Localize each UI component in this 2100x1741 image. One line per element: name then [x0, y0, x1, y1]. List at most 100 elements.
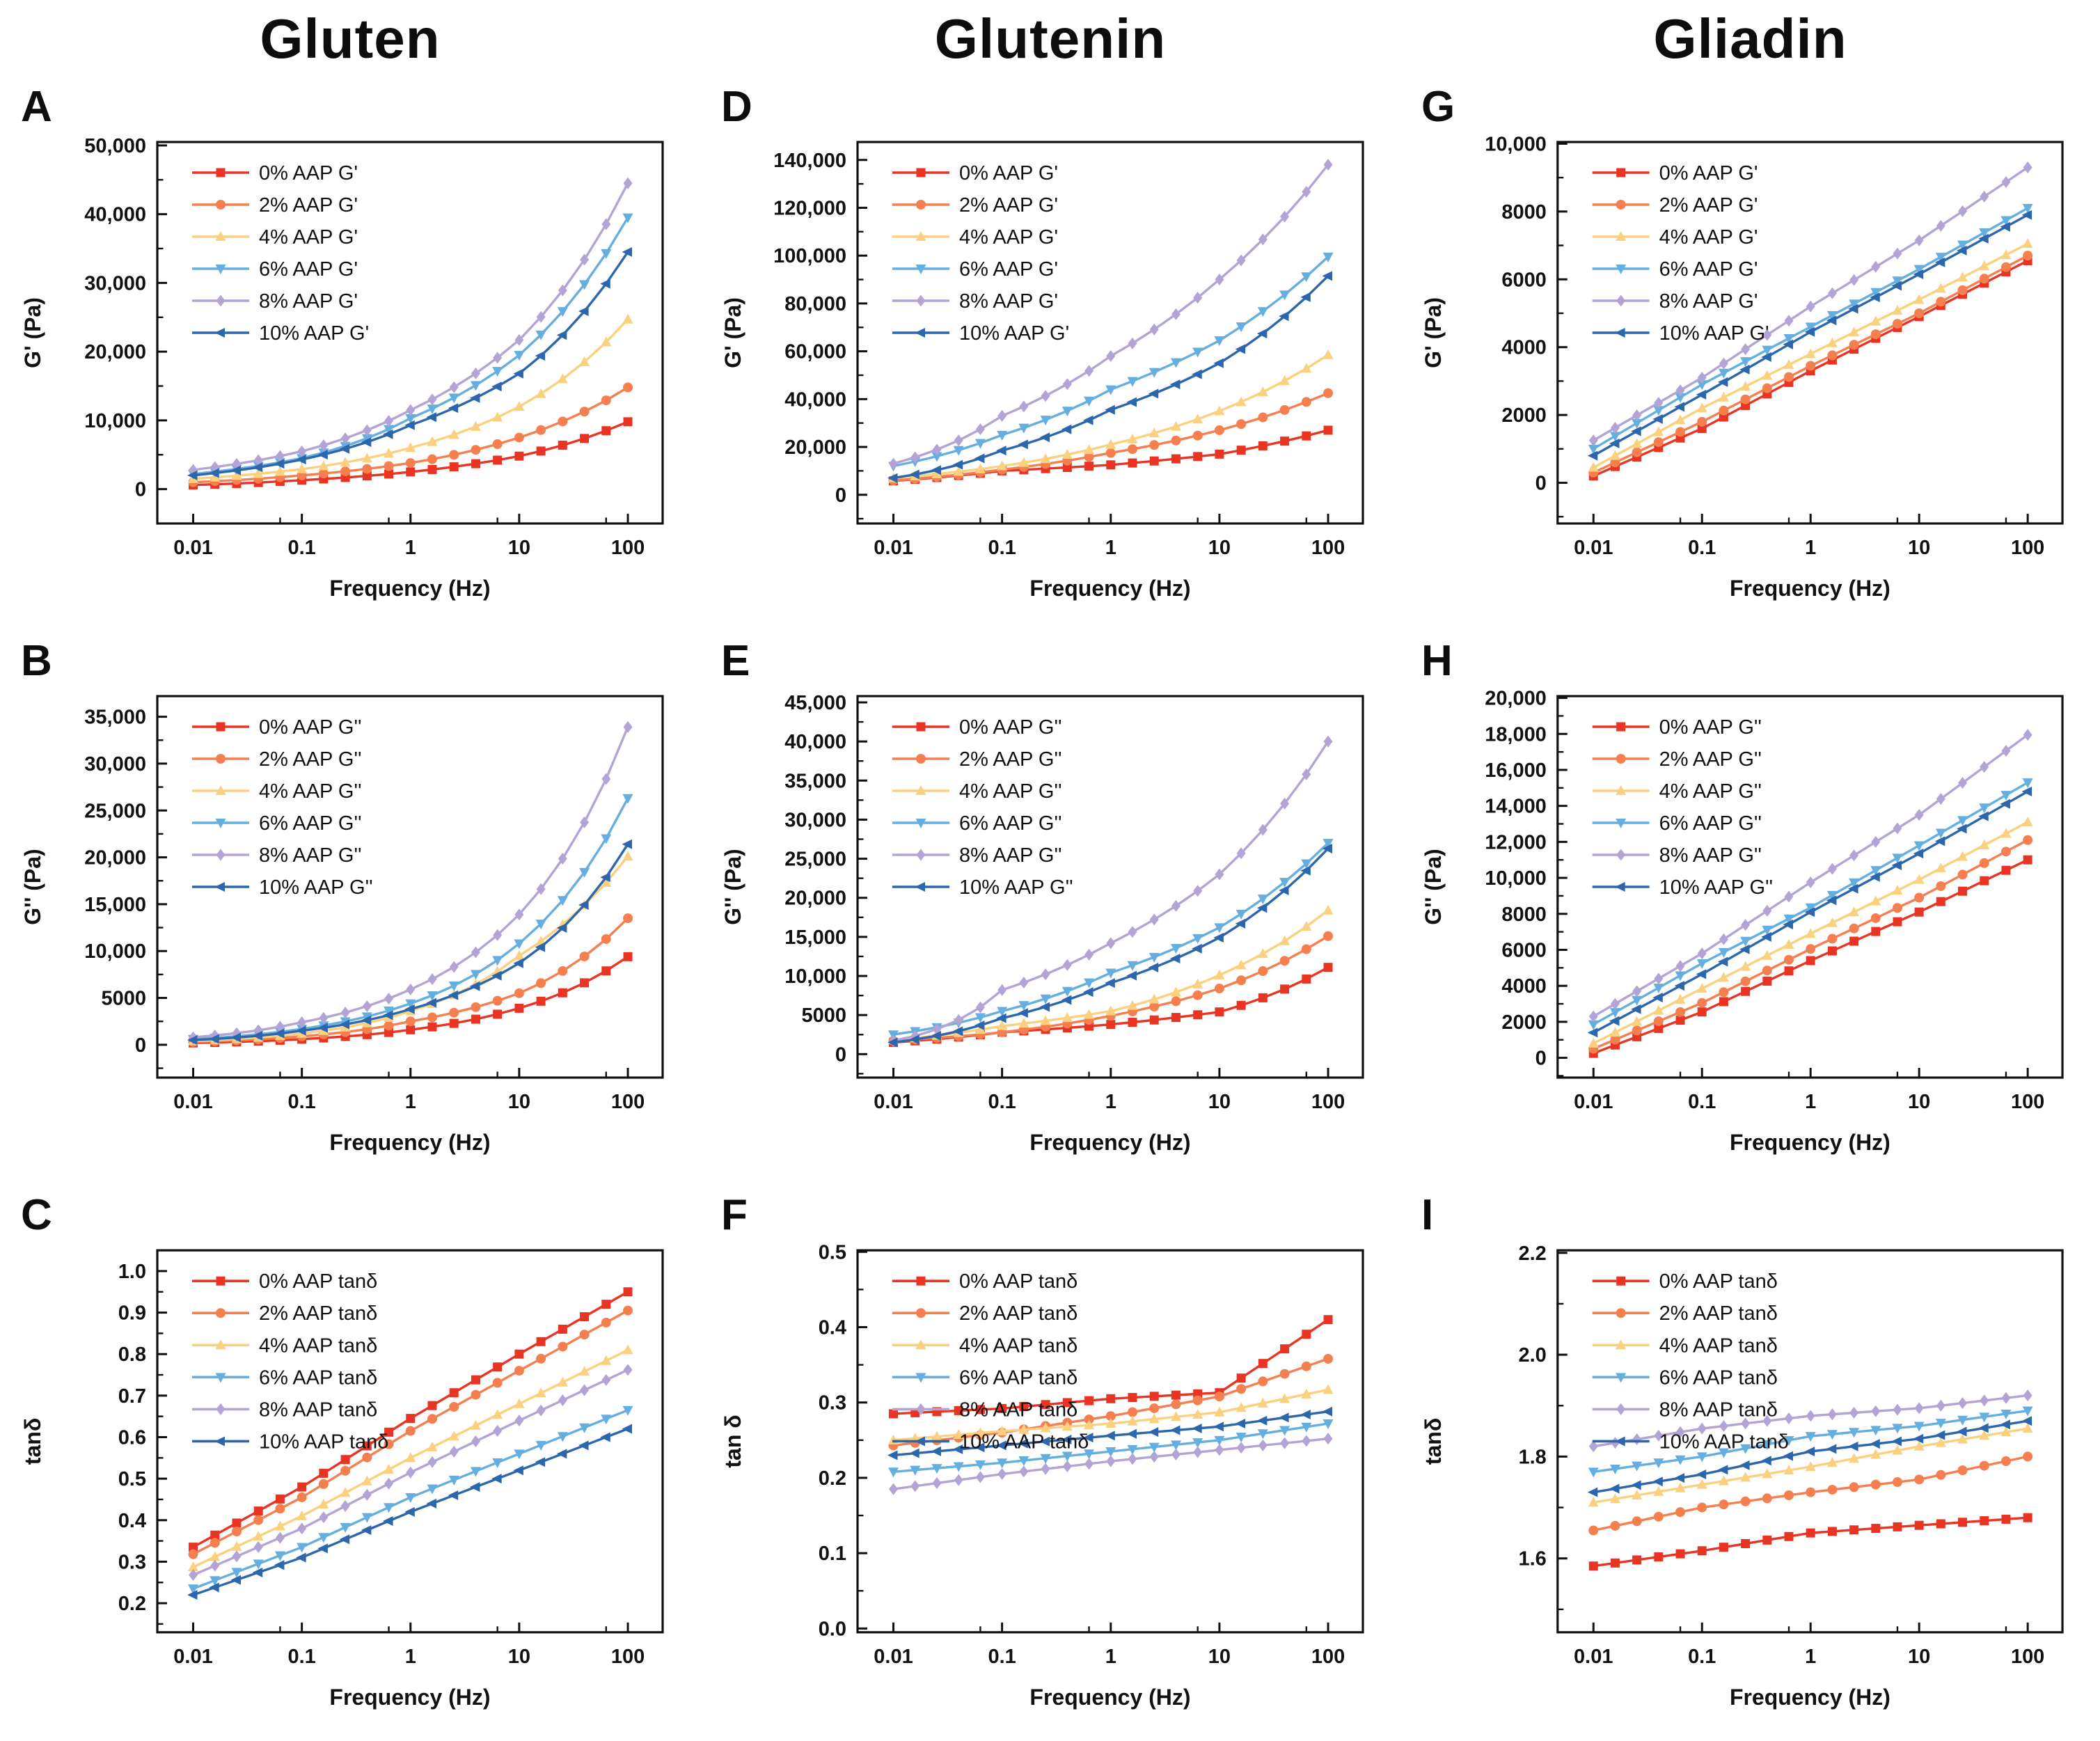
marker-circle	[536, 1353, 546, 1364]
marker-triangle-left	[535, 1457, 546, 1467]
marker-triangle-left	[1192, 369, 1202, 379]
marker-triangle-up	[514, 950, 525, 960]
marker-triangle-up	[1214, 969, 1225, 979]
marker-diamond	[997, 984, 1007, 996]
marker-triangle-left	[1717, 956, 1728, 967]
series-group	[887, 1315, 1334, 1495]
marker-triangle-up	[601, 876, 612, 887]
marker-triangle-left	[1279, 311, 1289, 322]
marker-triangle-up	[231, 470, 242, 480]
marker-diamond	[536, 883, 546, 895]
marker-triangle-left	[1913, 849, 1924, 859]
svg-text:1: 1	[405, 1646, 416, 1668]
series-6-aap-g-	[888, 252, 1334, 472]
marker-diamond	[275, 450, 285, 462]
marker-diamond	[1323, 1433, 1333, 1445]
y-axis-label: G' (Pa)	[1421, 297, 1446, 368]
marker-triangle-up	[1783, 359, 1794, 370]
marker-circle	[1784, 1490, 1794, 1501]
marker-triangle-up	[297, 1510, 308, 1520]
marker-circle	[1128, 1407, 1138, 1417]
marker-triangle-up	[1957, 1433, 1968, 1444]
marker-triangle-left	[230, 1575, 241, 1585]
marker-triangle-down	[448, 393, 459, 404]
marker-diamond	[406, 404, 416, 416]
svg-text:0.01: 0.01	[173, 1646, 212, 1668]
marker-triangle-left	[1696, 389, 1707, 400]
series-10-aap-g-	[887, 271, 1333, 483]
svg-text:10,000: 10,000	[1485, 867, 1547, 890]
marker-square	[1149, 1015, 1159, 1025]
marker-triangle-up	[1892, 1444, 1903, 1455]
marker-diamond	[449, 1445, 459, 1458]
marker-triangle-left	[1148, 962, 1159, 972]
marker-triangle-left	[1696, 1470, 1707, 1480]
marker-triangle-left	[187, 470, 198, 480]
legend-label: 2% AAP G''	[259, 748, 362, 771]
marker-triangle-left	[2000, 798, 2010, 809]
marker-diamond	[1084, 1458, 1094, 1470]
marker-diamond	[1215, 1444, 1224, 1456]
marker-circle	[1849, 340, 1859, 350]
marker-circle	[1675, 1007, 1686, 1017]
marker-triangle-up	[1616, 1339, 1627, 1350]
marker-circle	[362, 1452, 372, 1463]
legend-label: 2% AAP tanδ	[1659, 1302, 1778, 1325]
marker-diamond	[362, 1488, 372, 1501]
svg-text:2000: 2000	[1501, 1011, 1546, 1034]
marker-triangle-down	[427, 991, 438, 1001]
marker-triangle-up	[1279, 935, 1290, 945]
x-axis: 0.01 0.1 1 10 100	[1574, 514, 2044, 559]
marker-triangle-down	[1040, 416, 1051, 426]
svg-text:0.1: 0.1	[288, 1646, 316, 1668]
marker-triangle-left	[1061, 1434, 1072, 1444]
marker-triangle-left	[535, 351, 546, 361]
legend-label: 2% AAP G'	[259, 194, 358, 216]
marker-triangle-down	[1935, 1419, 1946, 1429]
marker-triangle-down	[384, 1503, 395, 1513]
marker-triangle-up	[1105, 1418, 1116, 1428]
x-axis: 0.01 0.1 1 10 100	[1574, 1068, 2044, 1113]
marker-triangle-down	[318, 1533, 329, 1543]
marker-triangle-down	[535, 920, 546, 930]
marker-triangle-left	[1235, 918, 1246, 929]
marker-triangle-left	[1957, 824, 1967, 834]
marker-triangle-down	[2022, 203, 2033, 214]
marker-diamond	[275, 1531, 285, 1544]
legend-label: 8% AAP tanδ	[959, 1399, 1077, 1421]
marker-triangle-left	[1870, 292, 1880, 303]
marker-triangle-down	[1826, 1430, 1838, 1440]
marker-square	[1193, 1010, 1203, 1020]
series-0-aap-tanδ	[189, 1287, 633, 1552]
series-2-aap-g-	[888, 388, 1334, 486]
marker-diamond	[1610, 998, 1620, 1010]
y-axis: 0 5000 10,000 15,000 20,000 25,000 30,000 35,00…	[84, 707, 167, 1069]
marker-triangle-left	[469, 393, 480, 403]
marker-triangle-left	[1934, 836, 1945, 846]
marker-triangle-up	[340, 1487, 351, 1497]
marker-triangle-up	[1805, 928, 1816, 938]
marker-circle	[1588, 1525, 1599, 1536]
marker-triangle-down	[1588, 444, 1599, 455]
marker-square	[1236, 1000, 1246, 1010]
marker-diamond	[1019, 977, 1029, 989]
marker-diamond	[1084, 365, 1094, 377]
marker-diamond	[1654, 1429, 1664, 1442]
svg-text:10: 10	[1908, 1646, 1930, 1668]
legend-label: 8% AAP G'	[259, 290, 358, 313]
marker-triangle-up	[1148, 993, 1160, 1004]
marker-diamond	[1871, 260, 1881, 273]
marker-triangle-down	[1783, 914, 1794, 924]
marker-triangle-down	[1257, 307, 1268, 317]
legend-label: 8% AAP G'	[959, 290, 1058, 313]
panel-G: G 0 2000 4000 6000 8000 10,000 0.01 0.1 1 10 100 Fr…	[1400, 78, 2100, 632]
marker-triangle-up	[1762, 950, 1773, 960]
svg-text:1: 1	[1105, 1091, 1116, 1113]
marker-triangle-down	[535, 1440, 546, 1451]
svg-text:100: 100	[1311, 1091, 1345, 1113]
marker-triangle-up	[1675, 1482, 1686, 1492]
marker-triangle-down	[1805, 322, 1816, 333]
marker-diamond	[1980, 1394, 1989, 1407]
marker-triangle-left	[952, 1026, 963, 1037]
marker-triangle-down	[974, 1013, 986, 1023]
